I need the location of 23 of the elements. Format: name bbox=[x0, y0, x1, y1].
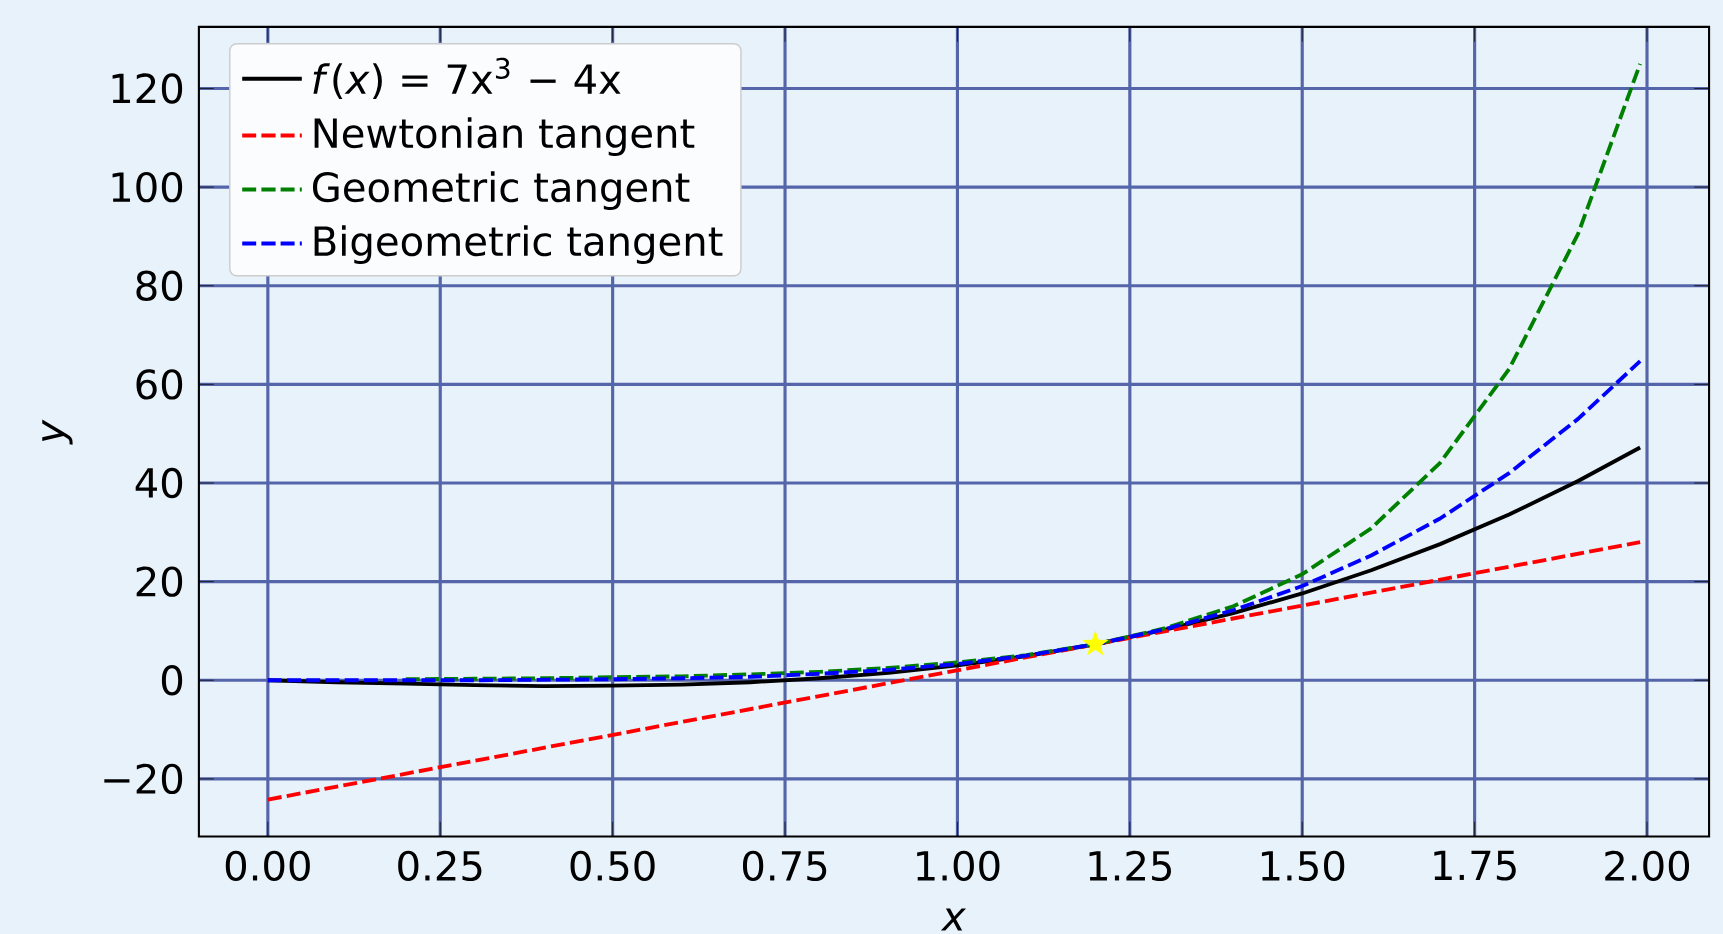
x-tick-label: 0.75 bbox=[742, 850, 827, 882]
legend-label: Bigeometric tangent bbox=[314, 225, 723, 265]
x-axis-title: x bbox=[940, 908, 967, 931]
y-tick-label: 0 bbox=[161, 665, 183, 696]
x-tick-label: 1.75 bbox=[1434, 850, 1516, 881]
y-tick-label: 20 bbox=[136, 566, 183, 597]
y-tick-label: 120 bbox=[112, 73, 183, 104]
y-tick-label: −20 bbox=[104, 763, 183, 795]
x-tick-label: 1.00 bbox=[917, 850, 1000, 882]
y-axis-title: y bbox=[42, 419, 73, 445]
x-tick-label: 0.25 bbox=[398, 850, 482, 882]
x-tick-label: 0.00 bbox=[225, 850, 310, 882]
x-tick-label: 2.00 bbox=[1605, 850, 1690, 882]
x-tick-label: 1.25 bbox=[1089, 850, 1171, 882]
y-tick-label: 60 bbox=[136, 369, 183, 400]
legend-label: Geometric tangent bbox=[312, 171, 690, 211]
y-tick-label: 100 bbox=[112, 171, 183, 203]
legend-label: f(x) = 7x$^{3}$ − 4x bbox=[313, 57, 621, 100]
legend-label: Newtonian tangent bbox=[314, 117, 695, 157]
x-tick-label: 0.50 bbox=[570, 850, 655, 882]
y-tick-label: 40 bbox=[135, 467, 183, 499]
x-tick-label: 1.50 bbox=[1261, 850, 1345, 882]
y-tick-label: 80 bbox=[136, 270, 183, 301]
